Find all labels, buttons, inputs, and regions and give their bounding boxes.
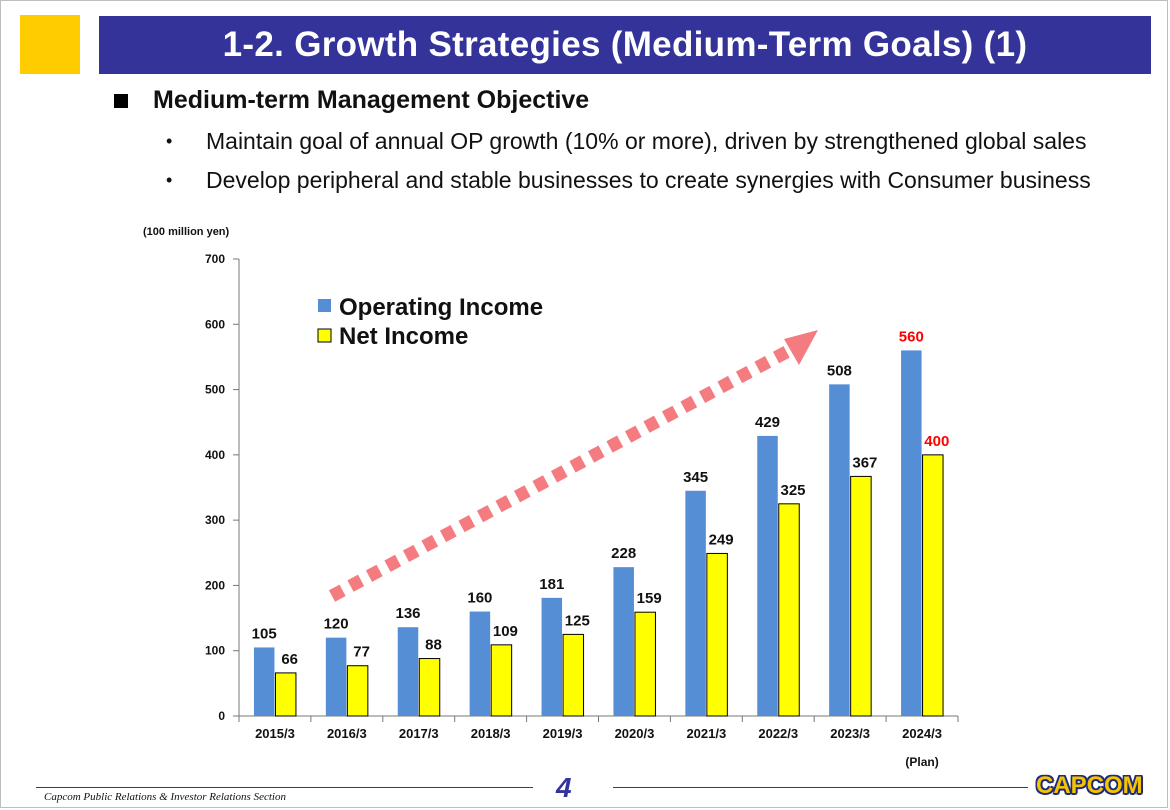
operating-income-data-label: 136 xyxy=(395,605,420,622)
net-income-bar xyxy=(778,503,800,717)
operating-income-data-label: 228 xyxy=(611,545,636,562)
operating-income-data-label: 508 xyxy=(827,362,852,379)
operating-income-data-label: 105 xyxy=(252,625,277,642)
operating-income-bar xyxy=(613,567,634,716)
plan-note-label: (Plan) xyxy=(905,755,938,769)
operating-income-bar xyxy=(829,384,850,716)
heading-text: Medium-term Management Objective xyxy=(153,86,590,114)
section-heading: Medium-term Management Objective xyxy=(114,86,589,115)
y-axis-unit-label: (100 million yen) xyxy=(143,226,230,238)
y-tick-label: 500 xyxy=(205,383,225,397)
bullet-text: Maintain goal of annual OP growth (10% o… xyxy=(206,128,1087,154)
y-tick-label: 300 xyxy=(205,513,225,527)
bullet-item: • Develop peripheral and stable business… xyxy=(166,167,1091,194)
y-tick-label: 600 xyxy=(205,317,225,331)
x-tick-label: 2021/3 xyxy=(686,726,726,741)
net-income-data-label: 77 xyxy=(353,644,370,661)
legend-net-income-swatch xyxy=(317,328,332,343)
page-number: 4 xyxy=(556,772,572,803)
net-income-data-label: 109 xyxy=(493,623,518,640)
net-income-data-label: 367 xyxy=(852,454,877,471)
y-tick-label: 0 xyxy=(218,709,225,723)
net-income-bar xyxy=(706,552,728,717)
footer-divider-right xyxy=(613,787,1028,788)
operating-income-data-label: 120 xyxy=(324,616,349,633)
y-tick-label: 100 xyxy=(205,644,225,658)
operating-income-bar xyxy=(901,350,922,716)
operating-income-data-label: 429 xyxy=(755,414,780,431)
x-tick-label: 2020/3 xyxy=(615,726,655,741)
x-tick-label: 2016/3 xyxy=(327,726,367,741)
net-income-bar xyxy=(346,665,369,717)
footer-text: Capcom Public Relations & Investor Relat… xyxy=(44,791,286,803)
net-income-data-label: 88 xyxy=(425,637,442,654)
operating-income-bar xyxy=(469,611,491,716)
legend-operating-income-swatch xyxy=(318,299,331,312)
legend-operating-income-label: Operating Income xyxy=(339,294,543,321)
operating-income-bar xyxy=(397,627,419,716)
net-income-bar xyxy=(490,644,513,717)
x-tick-label: 2018/3 xyxy=(471,726,511,741)
operating-income-bar xyxy=(541,597,563,716)
capcom-logo: CAPCOM xyxy=(1036,772,1143,799)
y-tick-label: 200 xyxy=(205,578,225,592)
net-income-bar xyxy=(274,672,297,717)
growth-arrow-head xyxy=(784,330,818,365)
net-income-bar xyxy=(418,658,441,717)
page-title: 1-2. Growth Strategies (Medium-Term Goal… xyxy=(222,25,1028,64)
bullet-item: • Maintain goal of annual OP growth (10%… xyxy=(166,128,1086,155)
corner-square xyxy=(20,15,80,74)
x-tick-label: 2023/3 xyxy=(830,726,870,741)
operating-income-data-label: 181 xyxy=(539,576,564,593)
net-income-data-label: 325 xyxy=(780,482,805,499)
square-bullet-icon xyxy=(114,93,128,108)
legend-net-income-label: Net Income xyxy=(339,323,468,350)
net-income-bar xyxy=(850,475,872,717)
operating-income-data-label: 560 xyxy=(899,328,924,345)
operating-income-bar xyxy=(253,647,275,716)
x-tick-label: 2024/3 xyxy=(902,726,942,741)
title-bar: 1-2. Growth Strategies (Medium-Term Goal… xyxy=(99,16,1151,74)
bullet-text: Develop peripheral and stable businesses… xyxy=(206,167,1091,193)
operating-income-bar xyxy=(757,435,778,716)
growth-arrow-shaft xyxy=(328,344,794,602)
x-tick-label: 2017/3 xyxy=(399,726,439,741)
net-income-bar xyxy=(634,611,656,717)
operating-income-data-label: 160 xyxy=(467,590,492,607)
net-income-data-label: 249 xyxy=(709,531,734,548)
x-tick-label: 2022/3 xyxy=(758,726,798,741)
x-tick-label: 2015/3 xyxy=(255,726,295,741)
y-tick-label: 700 xyxy=(205,252,225,266)
net-income-data-label: 400 xyxy=(924,433,949,450)
bullet-dot-icon: • xyxy=(166,131,173,151)
net-income-bar xyxy=(922,454,944,717)
net-income-data-label: 159 xyxy=(637,590,662,607)
net-income-bar xyxy=(562,633,585,717)
footer-divider-left xyxy=(36,787,533,788)
net-income-data-label: 125 xyxy=(565,612,590,629)
bullet-dot-icon: • xyxy=(166,170,173,190)
operating-income-bar xyxy=(685,490,706,716)
net-income-data-label: 66 xyxy=(281,651,298,668)
operating-income-data-label: 345 xyxy=(683,469,708,486)
y-tick-label: 400 xyxy=(205,448,225,462)
x-tick-label: 2019/3 xyxy=(543,726,583,741)
operating-income-bar xyxy=(325,637,347,716)
